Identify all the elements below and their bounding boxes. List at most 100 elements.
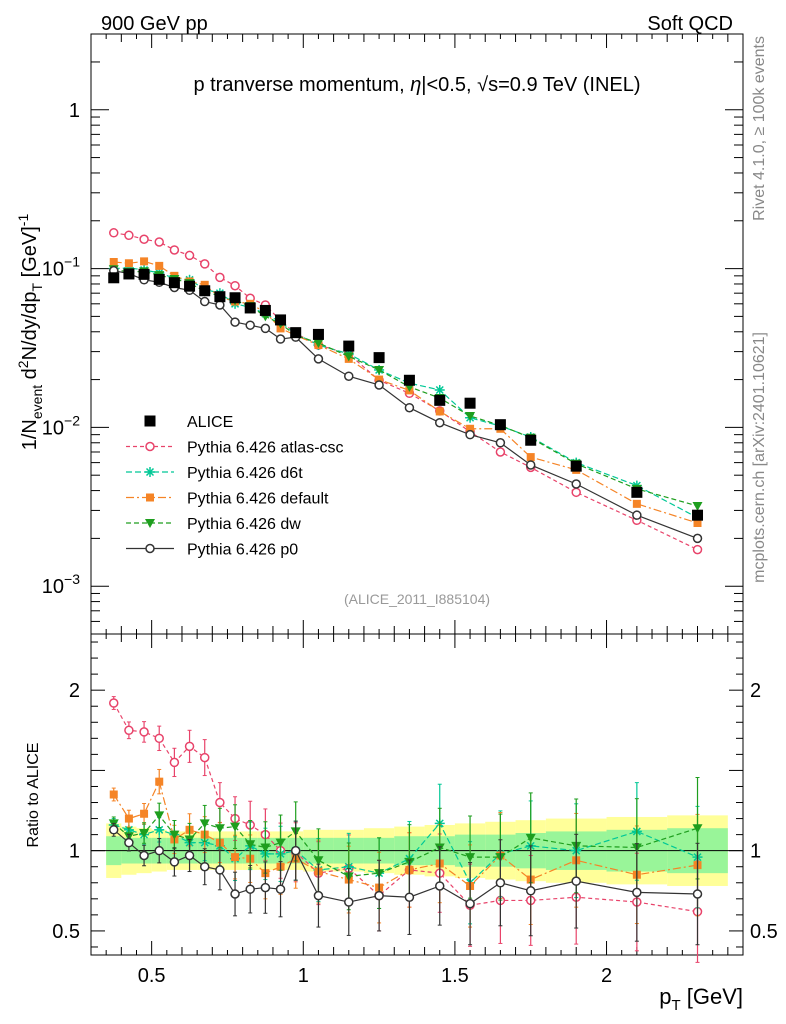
data-point: [259, 304, 271, 316]
ratio-point: [344, 897, 354, 907]
data-point: [494, 419, 506, 431]
series-point: [375, 375, 384, 384]
ratio-point: [230, 889, 240, 899]
legend-entry: Pythia 6.426 atlas-csc: [126, 440, 344, 457]
series-point: [692, 544, 703, 555]
ratio-point: [692, 889, 703, 899]
series-point: [465, 411, 476, 421]
ratio-point: [525, 886, 536, 896]
ratio-point: [184, 741, 195, 752]
data-point: [229, 292, 241, 304]
ratio-point: [245, 884, 255, 894]
data-point: [631, 486, 643, 498]
ratio-tick-label-left: 2: [69, 680, 80, 702]
legend-label: Pythia 6.426 atlas-csc: [187, 440, 344, 457]
data-point: [275, 314, 287, 326]
legend-entry: Pythia 6.426 default: [126, 491, 329, 508]
ratio-point: [184, 850, 195, 861]
ratio-line: [113, 779, 698, 889]
series-point: [571, 487, 581, 498]
y-tick-label: 10−3: [42, 571, 80, 598]
series-point: [124, 230, 134, 241]
series-point: [434, 417, 445, 428]
ratio-y-axis-label: Ratio to ALICE: [25, 743, 42, 848]
ratio-point: [374, 890, 384, 901]
header-right: Soft QCD: [647, 13, 733, 35]
series-point: [200, 280, 209, 289]
ratio-point: [154, 733, 164, 744]
legend-label: ALICE: [187, 414, 233, 431]
series-point: [230, 280, 240, 291]
data-point: [123, 268, 135, 280]
ratio-point: [155, 777, 164, 786]
series-point: [526, 453, 535, 462]
ratio-point: [139, 727, 149, 737]
series-point: [571, 479, 581, 489]
ratio-point: [245, 840, 256, 850]
data-point: [184, 280, 196, 292]
ratio-point: [495, 878, 506, 888]
series-point: [199, 296, 210, 307]
data-point: [138, 268, 150, 280]
series-point: [154, 237, 164, 247]
mcplots-label: mcplots.cern.ch [arXiv:2401.10621]: [751, 332, 768, 583]
ratio-point: [154, 811, 165, 821]
data-point: [108, 272, 120, 284]
ratio-point: [230, 822, 241, 832]
ratio-point: [139, 850, 149, 861]
ratio-point: [571, 876, 581, 886]
ratio-point: [525, 833, 536, 843]
series-point: [632, 510, 642, 520]
data-point: [525, 434, 537, 446]
series-point: [109, 258, 118, 267]
data-point: [570, 460, 582, 472]
series-point: [184, 250, 195, 261]
legend-label: Pythia 6.426 dw: [187, 516, 301, 533]
legend-label: Pythia 6.426 p0: [187, 542, 298, 559]
series-3: [108, 265, 703, 911]
ratio-point: [465, 898, 475, 909]
analysis-id: (ALICE_2011_I885104): [344, 591, 490, 607]
ratio-point: [199, 752, 210, 763]
ratio-point: [275, 838, 286, 848]
ratio-tick-label-left: 0.5: [52, 921, 80, 943]
series-point: [404, 402, 415, 413]
ratio-point: [169, 830, 180, 840]
data-point: [168, 277, 180, 289]
ratio-point: [275, 884, 286, 894]
series-point: [155, 261, 164, 270]
legend-entry: Pythia 6.426 dw: [126, 516, 301, 533]
legend-marker: [144, 415, 156, 427]
ratio-point: [199, 819, 210, 829]
ratio-frame: [90, 633, 744, 956]
data-point: [692, 509, 704, 521]
data-point: [464, 397, 476, 409]
series-point: [343, 352, 354, 362]
ratio-tick-label-left: 1: [69, 841, 80, 863]
series-point: [275, 334, 286, 344]
series-point: [495, 447, 506, 457]
legend-marker: [145, 543, 155, 554]
legend: ALICE Pythia 6.426 atlas-csc Pythia 6.426 …: [126, 414, 344, 559]
legend-label: Pythia 6.426 d6t: [187, 465, 303, 482]
ratio-point: [404, 892, 415, 902]
legend-label: Pythia 6.426 default: [187, 491, 329, 508]
header-left: 900 GeV pp: [101, 13, 208, 35]
plot-title: p tranverse momentum, η|<0.5, √s=0.9 TeV…: [193, 74, 640, 96]
legend-marker: [146, 493, 154, 502]
x-tick-label: 1.5: [441, 965, 469, 987]
ratio-point: [108, 698, 119, 708]
data-point: [290, 327, 302, 339]
series-point: [435, 407, 444, 416]
ratio-tick-label-right: 2: [750, 680, 761, 702]
data-series: [108, 268, 704, 521]
x-axis-label: pT [GeV]: [659, 984, 743, 1014]
series-point: [692, 501, 703, 511]
ratio-point: [313, 890, 324, 901]
rivet-label: Rivet 4.1.0, ≥ 100k events: [751, 36, 768, 221]
series-point: [199, 259, 210, 269]
x-tick-label: 0.5: [138, 965, 166, 987]
data-point: [373, 352, 385, 364]
series-point: [495, 438, 506, 448]
